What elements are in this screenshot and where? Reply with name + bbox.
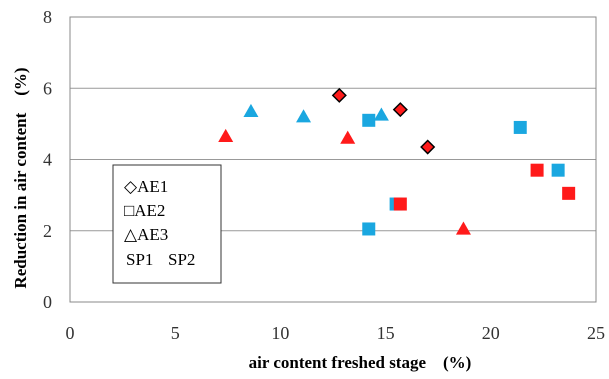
data-point-triangle (296, 109, 312, 123)
legend-box (112, 164, 222, 284)
y-tick-label: 0 (43, 292, 52, 312)
data-point-triangle (373, 107, 389, 121)
y-tick-label: 4 (43, 150, 52, 170)
data-points (218, 87, 576, 236)
legend-item-sp1: SP1 (126, 250, 153, 269)
x-tick-label: 20 (482, 323, 500, 343)
data-point-square (362, 222, 376, 236)
data-point-square (362, 113, 376, 127)
y-tick-label: 8 (43, 7, 52, 27)
x-tick-label: 0 (66, 323, 75, 343)
data-point-diamond (331, 87, 347, 103)
data-point-square (513, 120, 527, 134)
x-tick-label: 15 (377, 323, 395, 343)
legend-item-sp2: SP2 (168, 250, 195, 269)
data-point-diamond (420, 139, 436, 155)
x-tick-label: 25 (587, 323, 605, 343)
legend-item-ae2: □AE2 (124, 201, 165, 220)
legend-item-ae3: △AE3 (124, 225, 168, 244)
legend-item-ae1: ◇AE1 (124, 177, 168, 196)
data-point-triangle (243, 103, 259, 118)
y-axis-ticks: 0 2 4 6 8 (43, 7, 52, 312)
data-point-diamond (392, 102, 408, 118)
y-tick-label: 2 (43, 221, 52, 241)
y-axis-title: Reduction in air content (%) (11, 67, 30, 288)
x-tick-label: 5 (171, 323, 180, 343)
x-axis-ticks: 0 5 10 15 20 25 (66, 323, 606, 343)
y-tick-label: 6 (43, 78, 52, 98)
data-point-square (551, 163, 565, 177)
plot-frame (69, 16, 597, 303)
x-tick-label: 10 (271, 323, 289, 343)
data-point-square (393, 197, 407, 211)
data-point-triangle (340, 130, 356, 144)
legend: ◇AE1 □AE2 △AE3 SP1 SP2 (112, 164, 222, 284)
data-point-square (562, 186, 576, 200)
data-point-triangle (455, 221, 471, 235)
x-axis-title: air content freshed stage (%) (249, 353, 472, 372)
data-point-triangle (218, 128, 234, 142)
data-point-square (530, 163, 544, 177)
